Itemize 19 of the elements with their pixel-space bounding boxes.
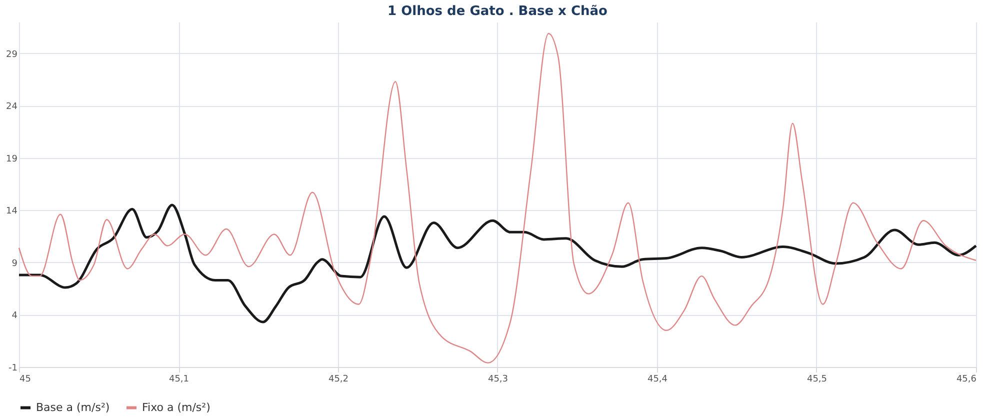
x-tick-label: 45,2 (328, 374, 349, 384)
y-tick-label: 19 (6, 154, 18, 164)
y-tick-label: 9 (12, 258, 18, 269)
x-tick-label: 45,1 (168, 374, 190, 384)
y-tick-label: -1 (8, 364, 18, 374)
y-tick-label: 24 (6, 102, 18, 112)
legend-label: Fixo a (m/s²) (142, 400, 210, 414)
line-series (18, 32, 977, 364)
y-tick-label: 4 (12, 311, 18, 322)
x-tick-label: 45,4 (647, 374, 668, 384)
x-tick-label: 45,6 (956, 374, 977, 384)
x-tick-label: 45,5 (806, 374, 828, 384)
line-series (18, 204, 978, 324)
x-tick-label: 45,3 (488, 374, 508, 384)
y-tick-label: 14 (6, 206, 18, 217)
chart-title: 1 Olhos de Gato . Base x Chão (388, 4, 608, 19)
legend-label: Base a (m/s²) (36, 400, 110, 414)
y-tick-label: 29 (6, 50, 18, 60)
x-tick-label: 45 (20, 374, 31, 384)
